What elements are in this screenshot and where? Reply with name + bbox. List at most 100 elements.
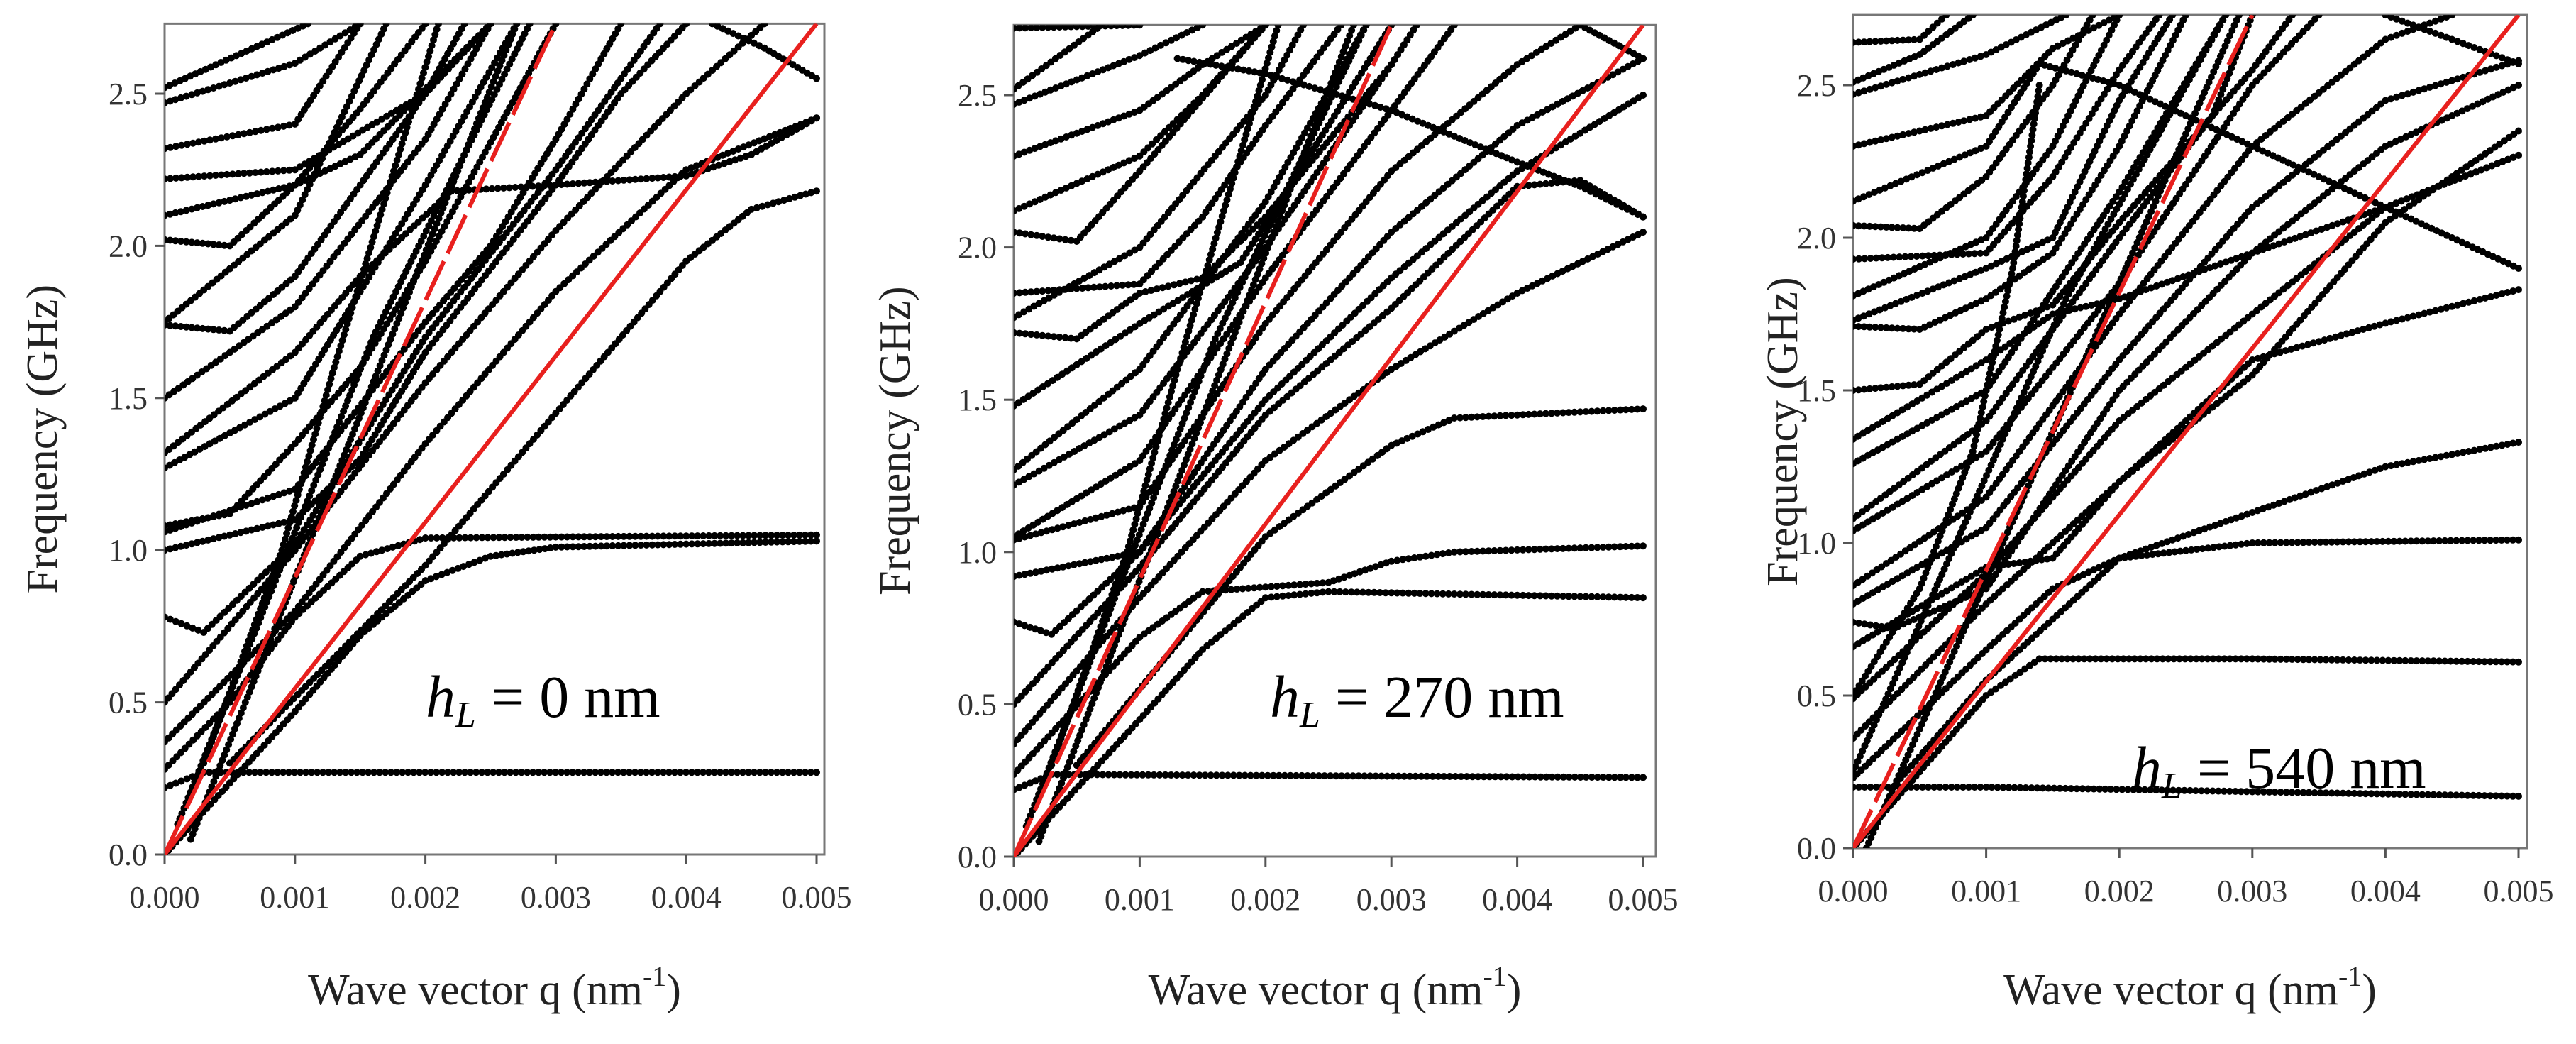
data-point xyxy=(1542,410,1549,417)
data-point xyxy=(1090,283,1098,291)
data-point xyxy=(1224,771,1232,779)
data-point xyxy=(1050,234,1058,242)
data-point xyxy=(1157,41,1164,49)
data-point xyxy=(302,463,309,471)
data-point xyxy=(1599,407,1607,414)
data-point xyxy=(552,23,560,28)
data-point xyxy=(779,532,787,539)
data-point xyxy=(682,532,690,540)
data-point xyxy=(327,375,335,383)
data-point xyxy=(1588,593,1596,600)
data-point xyxy=(441,199,449,207)
data-point xyxy=(1382,105,1390,113)
data-point xyxy=(1162,39,1170,47)
data-point xyxy=(193,539,201,546)
data-point xyxy=(541,769,548,776)
data-point xyxy=(1610,407,1618,414)
data-point xyxy=(509,549,516,557)
plot-data xyxy=(1014,25,1647,857)
data-point xyxy=(643,541,651,549)
data-point xyxy=(248,683,255,691)
data-point xyxy=(297,513,305,521)
data-point xyxy=(1044,332,1052,340)
data-point xyxy=(1634,774,1641,781)
data-point xyxy=(240,130,248,138)
data-point xyxy=(206,172,214,180)
data-point xyxy=(1388,557,1395,565)
data-point xyxy=(1525,592,1532,600)
data-point xyxy=(751,532,758,539)
data-point xyxy=(1427,551,1435,559)
data-point xyxy=(722,532,730,539)
data-point xyxy=(519,548,527,556)
data-point xyxy=(268,769,276,776)
data-point xyxy=(1359,588,1366,596)
data-point xyxy=(1103,511,1111,519)
data-point xyxy=(1582,774,1590,781)
data-point xyxy=(1361,772,1369,780)
data-point xyxy=(215,199,223,207)
data-point xyxy=(367,243,375,251)
data-point xyxy=(694,540,702,548)
data-point xyxy=(172,96,179,104)
data-point xyxy=(1605,774,1613,781)
data-point xyxy=(1054,771,1061,779)
data-point xyxy=(503,550,511,558)
data-point xyxy=(1026,779,1034,787)
data-point xyxy=(1096,283,1103,291)
data-point xyxy=(512,534,520,542)
data-point xyxy=(609,769,616,776)
data-point xyxy=(1519,591,1527,599)
data-point xyxy=(428,42,436,50)
data-point xyxy=(1588,544,1596,551)
data-point xyxy=(1141,49,1149,57)
data-point xyxy=(194,138,202,146)
data-point xyxy=(1496,591,1504,599)
red-solid-line xyxy=(165,23,819,855)
data-point xyxy=(485,88,493,96)
data-point xyxy=(802,531,809,539)
data-point xyxy=(790,769,797,776)
data-point xyxy=(182,92,190,100)
data-point xyxy=(274,769,282,776)
data-point xyxy=(280,518,288,526)
data-point xyxy=(215,241,223,248)
data-point xyxy=(580,769,588,776)
data-point xyxy=(1235,771,1243,779)
data-point xyxy=(1264,771,1271,779)
data-point xyxy=(194,626,202,634)
data-point xyxy=(233,720,241,727)
data-point xyxy=(1133,771,1141,779)
dispersion-branch xyxy=(1014,25,1420,343)
plot-frame xyxy=(1012,23,1657,858)
data-point xyxy=(352,292,360,300)
data-point xyxy=(177,208,184,216)
data-point xyxy=(1633,542,1641,550)
data-point xyxy=(268,124,276,132)
data-point xyxy=(421,769,429,776)
data-point xyxy=(346,392,354,400)
data-point xyxy=(1195,771,1203,779)
data-point xyxy=(291,529,299,537)
x-tick-label: 0.003 xyxy=(521,880,591,915)
data-point xyxy=(342,326,350,334)
data-point xyxy=(1450,590,1458,598)
data-point xyxy=(1310,772,1317,779)
data-point xyxy=(380,200,387,208)
data-point xyxy=(387,178,394,186)
data-point xyxy=(1027,569,1034,577)
data-point xyxy=(609,533,617,540)
data-point xyxy=(1347,588,1355,596)
data-point xyxy=(400,134,407,142)
data-point xyxy=(376,769,384,776)
data-point xyxy=(308,487,316,495)
data-point xyxy=(275,490,282,498)
data-point xyxy=(348,304,356,312)
data-point xyxy=(1092,556,1100,564)
data-point xyxy=(193,516,201,524)
data-point xyxy=(297,769,304,776)
data-point xyxy=(177,323,184,330)
data-point xyxy=(1508,412,1515,419)
data-point xyxy=(563,533,571,541)
panel-1: 0.000 0.001 0.002 0.003 0.004 0.0050.00.51.01… xyxy=(18,22,852,1014)
